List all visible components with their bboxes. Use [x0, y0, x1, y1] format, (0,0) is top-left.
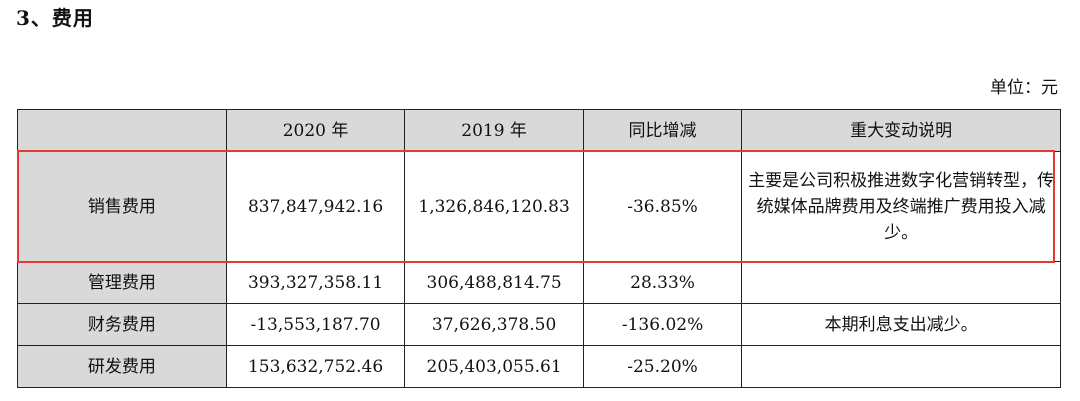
table-row-rd-expense: 研发费用 153,632,752.46 205,403,055.61 -25.2… — [17, 345, 1061, 388]
cell-2020: -13,553,187.70 — [225, 303, 406, 346]
cell-change: -36.85% — [582, 151, 743, 262]
cell-note — [741, 345, 1061, 388]
header-item — [17, 109, 227, 152]
table-row-sales-expense: 销售费用 837,847,942.16 1,326,846,120.83 -36… — [17, 151, 1061, 262]
header-2019: 2019 年 — [404, 109, 584, 152]
cell-2019: 205,403,055.61 — [404, 345, 584, 388]
row-label: 管理费用 — [17, 261, 227, 304]
row-label: 研发费用 — [17, 345, 227, 388]
cell-note: 主要是公司积极推进数字化营销转型，传统媒体品牌费用及终端推广费用投入减少。 — [741, 151, 1061, 262]
cell-2020: 393,327,358.11 — [225, 261, 406, 304]
cell-note — [741, 261, 1061, 304]
cell-2019: 37,626,378.50 — [404, 303, 584, 346]
expense-table: 2020 年 2019 年 同比增减 重大变动说明 销售费用 837,847,9… — [17, 109, 1061, 388]
header-change: 同比增减 — [582, 109, 743, 152]
table-header-row: 2020 年 2019 年 同比增减 重大变动说明 — [17, 109, 1061, 152]
cell-note: 本期利息支出减少。 — [741, 303, 1061, 346]
table-row-admin-expense: 管理费用 393,327,358.11 306,488,814.75 28.33… — [17, 261, 1061, 304]
cell-change: -136.02% — [582, 303, 743, 346]
header-note: 重大变动说明 — [741, 109, 1061, 152]
cell-2020: 153,632,752.46 — [225, 345, 406, 388]
cell-change: 28.33% — [582, 261, 743, 304]
unit-label: 单位：元 — [990, 78, 1058, 98]
cell-2020: 837,847,942.16 — [225, 151, 406, 262]
cell-change: -25.20% — [582, 345, 743, 388]
header-2020: 2020 年 — [225, 109, 406, 152]
table-row-finance-expense: 财务费用 -13,553,187.70 37,626,378.50 -136.0… — [17, 303, 1061, 346]
row-label: 财务费用 — [17, 303, 227, 346]
section-title: 3、费用 — [16, 6, 94, 30]
cell-2019: 306,488,814.75 — [404, 261, 584, 304]
cell-2019: 1,326,846,120.83 — [404, 151, 584, 262]
row-label: 销售费用 — [17, 151, 227, 262]
